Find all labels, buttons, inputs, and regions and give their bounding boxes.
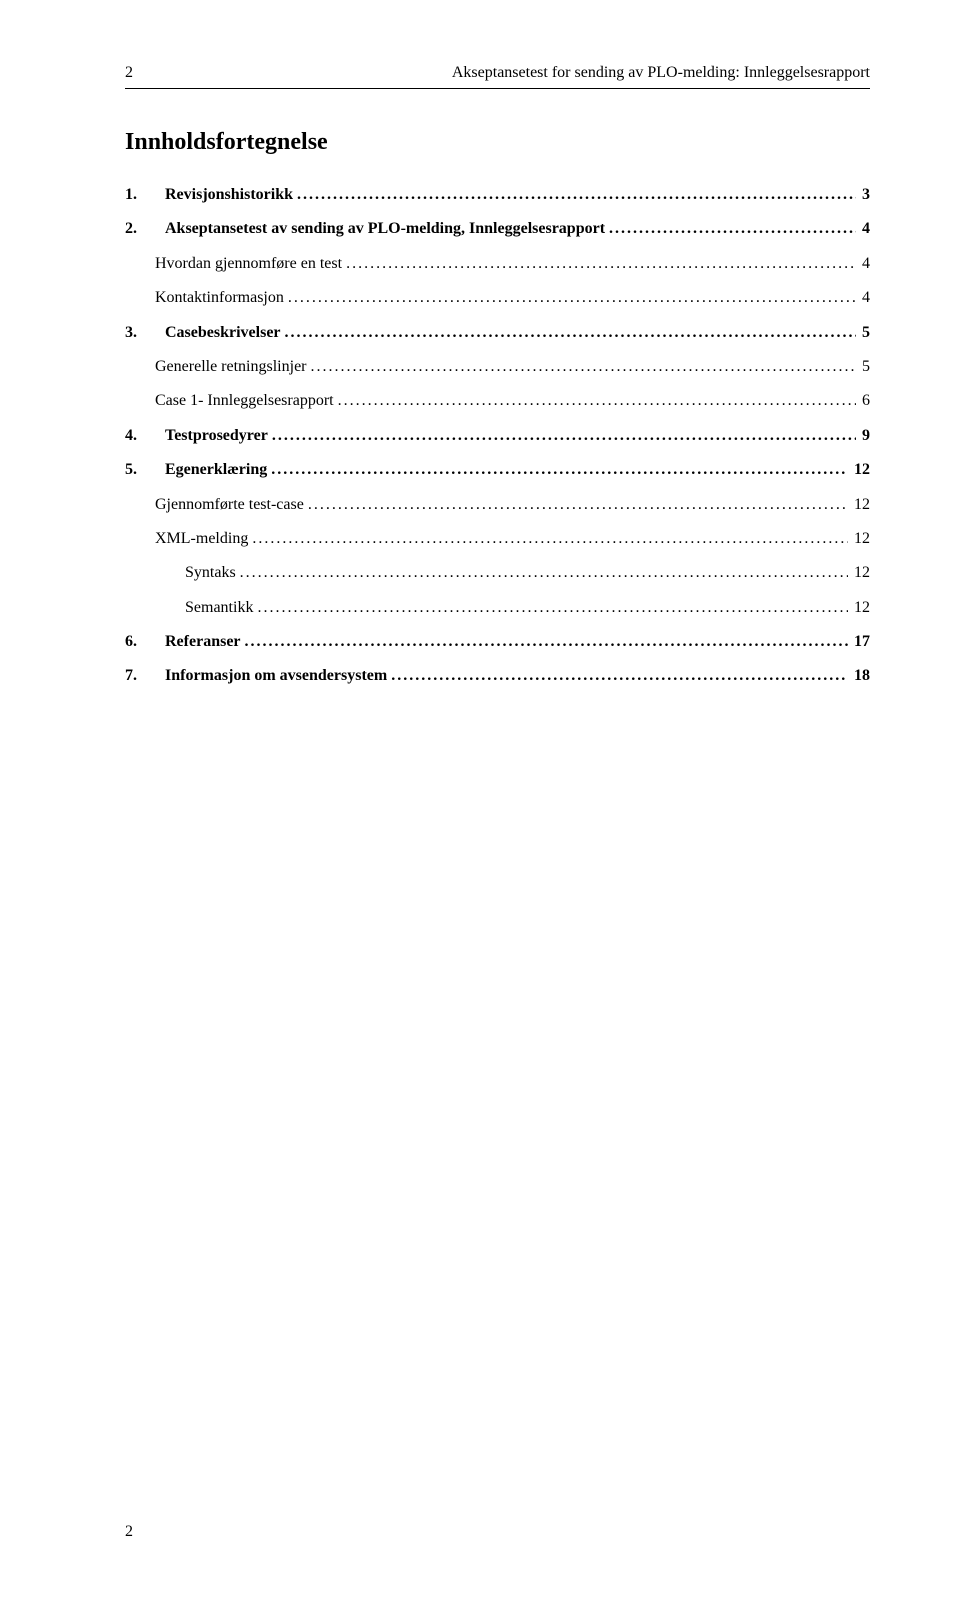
toc-entry-label: Syntaks — [185, 562, 236, 584]
header-divider — [125, 88, 870, 89]
toc-entry-page: 9 — [856, 425, 870, 447]
toc-entry-page: 5 — [856, 322, 870, 344]
toc-entry-page: 4 — [856, 287, 870, 309]
toc-entry-page: 12 — [848, 597, 870, 619]
toc-entry: 2. Akseptansetest av sending av PLO-meldi… — [125, 218, 870, 240]
toc-entry: Gjennomførte test-case..................… — [125, 494, 870, 516]
toc-leader-dots: ........................................… — [387, 665, 848, 687]
toc-entry: 5. Egenerklæring.........................… — [125, 459, 870, 481]
toc-leader-dots: ........................................… — [281, 322, 856, 344]
toc-entry: XML-melding.............................… — [125, 528, 870, 550]
toc-leader-dots: ........................................… — [307, 356, 857, 378]
toc-leader-dots: ........................................… — [342, 253, 856, 275]
toc-leader-dots: ........................................… — [304, 494, 848, 516]
toc-entry-label: Informasjon om avsendersystem — [165, 665, 387, 687]
toc-leader-dots: ........................................… — [284, 287, 856, 309]
toc-entry-page: 4 — [856, 253, 870, 275]
toc-entry: 6. Referanser............................… — [125, 631, 870, 653]
toc-entry-label: Akseptansetest av sending av PLO-melding… — [165, 218, 605, 240]
toc-entry-number: 5. — [125, 459, 145, 481]
toc-entry-number: 7. — [125, 665, 145, 687]
toc-entry-page: 6 — [856, 390, 870, 412]
toc-leader-dots: ........................................… — [605, 218, 856, 240]
toc-entry-page: 12 — [848, 528, 870, 550]
toc-leader-dots: ........................................… — [253, 597, 848, 619]
toc-leader-dots: ........................................… — [241, 631, 848, 653]
toc-leader-dots: ........................................… — [236, 562, 848, 584]
toc-entry: Case 1- Innleggelsesrapport.............… — [125, 390, 870, 412]
table-of-contents: 1. Revisjonshistorikk....................… — [125, 184, 870, 688]
footer-page-number: 2 — [125, 1523, 133, 1541]
toc-entry-label: Referanser — [165, 631, 241, 653]
toc-entry-page: 12 — [848, 494, 870, 516]
toc-leader-dots: ........................................… — [334, 390, 856, 412]
toc-entry-number: 4. — [125, 425, 145, 447]
toc-entry-label: XML-melding — [155, 528, 248, 550]
toc-entry-number: 1. — [125, 184, 145, 206]
toc-entry-page: 17 — [848, 631, 870, 653]
toc-entry-number: 6. — [125, 631, 145, 653]
toc-entry-label: Kontaktinformasjon — [155, 287, 284, 309]
toc-entry: Generelle retningslinjer................… — [125, 356, 870, 378]
toc-entry-page: 4 — [856, 218, 870, 240]
toc-entry-label: Egenerklæring — [165, 459, 267, 481]
toc-entry-page: 5 — [856, 356, 870, 378]
toc-entry: 4. Testprosedyrer........................… — [125, 425, 870, 447]
toc-entry-label: Gjennomførte test-case — [155, 494, 304, 516]
toc-entry: Semantikk...............................… — [125, 597, 870, 619]
header-page-number: 2 — [125, 64, 133, 82]
toc-entry-label: Semantikk — [185, 597, 253, 619]
running-header: 2 Akseptansetest for sending av PLO-meld… — [125, 64, 870, 82]
toc-entry-page: 12 — [848, 459, 870, 481]
toc-entry-label: Testprosedyrer — [165, 425, 268, 447]
document-title: Innholdsfortegnelse — [125, 129, 870, 156]
toc-entry: Hvordan gjennomføre en test.............… — [125, 253, 870, 275]
toc-entry: Kontaktinformasjon......................… — [125, 287, 870, 309]
toc-entry-page: 18 — [848, 665, 870, 687]
toc-entry-number: 3. — [125, 322, 145, 344]
toc-entry: 3. Casebeskrivelser......................… — [125, 322, 870, 344]
toc-entry-label: Revisjonshistorikk — [165, 184, 293, 206]
header-running-title: Akseptansetest for sending av PLO-meldin… — [133, 64, 870, 82]
toc-entry: 7. Informasjon om avsendersystem.........… — [125, 665, 870, 687]
toc-entry-number: 2. — [125, 218, 145, 240]
toc-leader-dots: ........................................… — [267, 459, 848, 481]
toc-entry-label: Case 1- Innleggelsesrapport — [155, 390, 334, 412]
toc-entry-label: Casebeskrivelser — [165, 322, 281, 344]
toc-entry: Syntaks.................................… — [125, 562, 870, 584]
toc-entry-page: 3 — [856, 184, 870, 206]
toc-entry: 1. Revisjonshistorikk....................… — [125, 184, 870, 206]
toc-entry-label: Hvordan gjennomføre en test — [155, 253, 342, 275]
toc-leader-dots: ........................................… — [293, 184, 856, 206]
toc-leader-dots: ........................................… — [268, 425, 856, 447]
toc-leader-dots: ........................................… — [248, 528, 848, 550]
toc-entry-page: 12 — [848, 562, 870, 584]
toc-entry-label: Generelle retningslinjer — [155, 356, 307, 378]
